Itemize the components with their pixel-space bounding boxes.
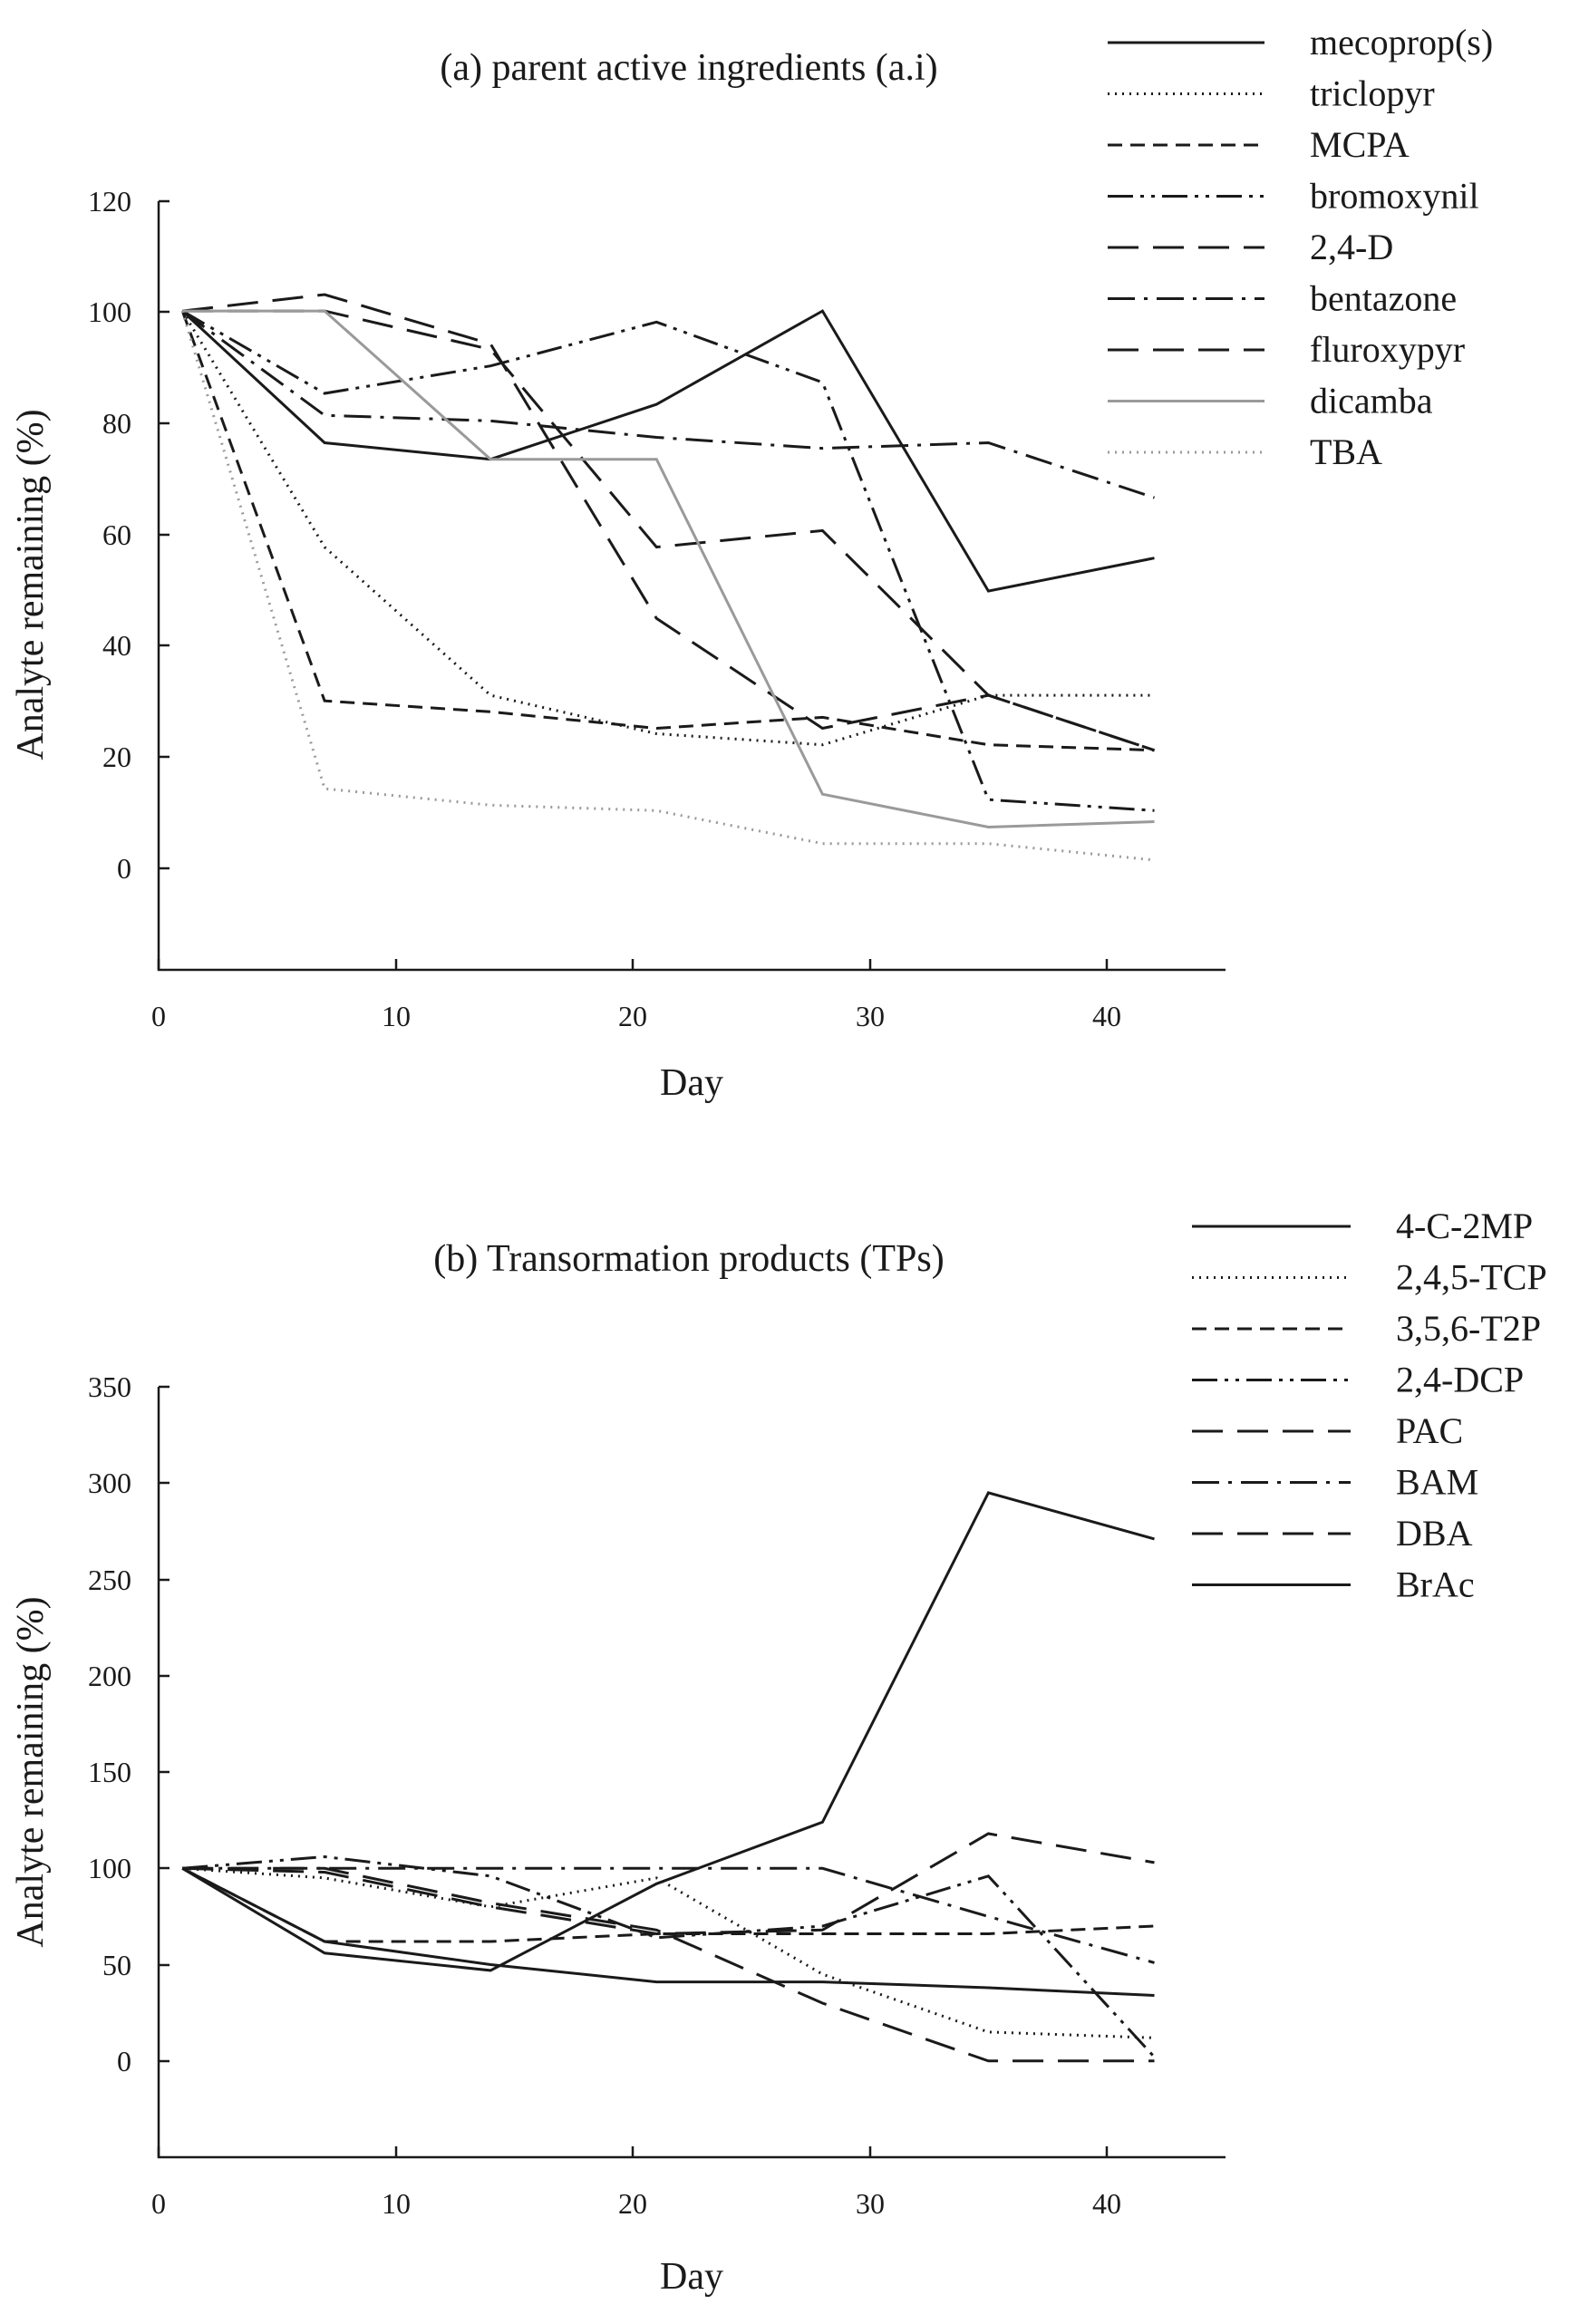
panel-a-y-tick-label: 20: [102, 741, 131, 773]
panel-a-legend-label-triclopyr: triclopyr: [1310, 73, 1435, 114]
panel-b-series-line-pac: [182, 1866, 1155, 2063]
panel-b-x-tick-label: 20: [618, 2187, 647, 2220]
panel-b-series-line-3-5-6-t2p: [181, 1866, 1155, 1943]
panel-b-legend: 4-C-2MP 2,4,5-TCP 3,5,6-T2P 2,4-DCP PAC BAM DB…: [1192, 1206, 1547, 1605]
panel-a-x-tick-label: 0: [151, 1000, 166, 1032]
panel-a-legend-label-fluroxypyr: fluroxypyr: [1310, 329, 1465, 370]
panel-b-y-tick-label: 350: [88, 1370, 131, 1403]
panel-a-series-line-2-4-d: [182, 293, 1155, 752]
panel-a-parent-active-ingredients: (a) parent active ingredients (a.i) 0 20…: [10, 22, 1493, 1104]
panel-b-axes: [157, 1387, 1226, 2159]
panel-a-legend-label-dicamba: dicamba: [1310, 381, 1433, 421]
panel-a-legend-label-mecoprop-s: mecoprop(s): [1310, 22, 1493, 63]
panel-a-legend-label-bentazone: bentazone: [1310, 278, 1457, 319]
panel-b-series-line-brac: [181, 1491, 1155, 1972]
panel-a-x-tick-label: 10: [382, 1000, 411, 1032]
panel-b-legend-label-pac: PAC: [1396, 1410, 1463, 1451]
panel-a-legend-label-2-4-d: 2,4-D: [1310, 227, 1393, 267]
panel-b-series-line-bam: [182, 1866, 1155, 1964]
panel-b-x-tick-label: 0: [151, 2187, 166, 2220]
panel-b-series-line-2-4-dcp: [182, 1854, 1156, 2058]
panel-b-y-ticks: 0 50 100 150 200 250 300 350: [88, 1370, 170, 2077]
panel-b-y-tick-label: 300: [88, 1467, 131, 1499]
panel-b-y-tick-label: 50: [102, 1949, 131, 1981]
panel-a-y-tick-label: 60: [102, 518, 131, 551]
panel-b-transformation-products: (b) Transormation products (TPs) 0 50 10…: [10, 1206, 1547, 2298]
panel-a-y-tick-label: 120: [88, 185, 131, 218]
panel-a-axes: [157, 201, 1226, 972]
panel-a-series-line-mecoprop-s: [181, 309, 1155, 593]
panel-a-x-tick-label: 40: [1092, 1000, 1121, 1032]
panel-a-series-group: [180, 293, 1155, 862]
panel-b-x-ticks: 0 10 20 30 40: [151, 2146, 1121, 2220]
panel-b-series-line-2-4-5-tcp: [182, 1866, 1155, 2039]
panel-b-series-line-dba: [182, 1832, 1155, 1936]
panel-a-legend-label-bromoxynil: bromoxynil: [1310, 176, 1479, 217]
panel-a-y-axis-label: Analyte remaining (%): [10, 409, 52, 760]
panel-b-series-group: [181, 1491, 1156, 2063]
panel-a-y-tick-label: 0: [117, 852, 131, 885]
panel-b-x-tick-label: 10: [382, 2187, 411, 2220]
panel-b-legend-label-2-4-dcp: 2,4-DCP: [1396, 1360, 1524, 1400]
panel-a-x-tick-label: 20: [618, 1000, 647, 1032]
panel-a-series-line-triclopyr: [180, 310, 1155, 747]
panel-a-y-tick-label: 80: [102, 407, 131, 440]
panel-a-x-axis-label: Day: [660, 1062, 723, 1104]
panel-b-legend-label-2-4-5-tcp: 2,4,5-TCP: [1396, 1257, 1547, 1298]
panel-a-series-line-mcpa: [180, 310, 1155, 752]
panel-b-x-axis-label: Day: [660, 2256, 723, 2298]
panel-b-y-tick-label: 200: [88, 1660, 131, 1692]
panel-a-legend-label-tba: TBA: [1310, 431, 1382, 472]
panel-a-series-line-fluroxypyr: [182, 309, 1155, 752]
panel-b-legend-label-bam: BAM: [1396, 1462, 1478, 1503]
panel-b-title: (b) Transormation products (TPs): [433, 1238, 944, 1280]
panel-a-legend: mecoprop(s) triclopyr MCPA bromoxynil 2,4-D b…: [1108, 22, 1493, 472]
panel-a-series-line-dicamba: [182, 309, 1155, 829]
panel-b-y-tick-label: 0: [117, 2045, 131, 2077]
panel-a-x-tick-label: 30: [856, 1000, 885, 1032]
panel-a-x-ticks: 0 10 20 30 40: [151, 959, 1121, 1032]
panel-a-series-line-bentazone: [181, 309, 1155, 499]
panel-a-legend-label-mcpa: MCPA: [1310, 124, 1410, 165]
panel-b-legend-label-dba: DBA: [1396, 1513, 1473, 1554]
panel-b-x-tick-label: 30: [856, 2187, 885, 2220]
panel-b-y-tick-label: 100: [88, 1852, 131, 1884]
panel-b-legend-label-brac: BrAc: [1396, 1564, 1475, 1605]
panel-b-legend-label-4-c-2mp: 4-C-2MP: [1396, 1206, 1533, 1246]
panel-a-y-ticks: 0 20 40 60 80 100 120: [88, 185, 170, 885]
panel-b-y-tick-label: 250: [88, 1564, 131, 1596]
panel-a-title: (a) parent active ingredients (a.i): [440, 47, 937, 89]
panel-b-x-tick-label: 40: [1092, 2187, 1121, 2220]
panel-b-y-tick-label: 150: [88, 1756, 131, 1788]
panel-b-y-axis-label: Analyte remaining (%): [10, 1596, 52, 1947]
panel-a-y-tick-label: 40: [102, 629, 131, 662]
panel-b-legend-label-3-5-6-t2p: 3,5,6-T2P: [1396, 1308, 1541, 1349]
panel-a-y-tick-label: 100: [88, 295, 131, 328]
panel-a-series-line-bromoxynil: [181, 309, 1155, 812]
